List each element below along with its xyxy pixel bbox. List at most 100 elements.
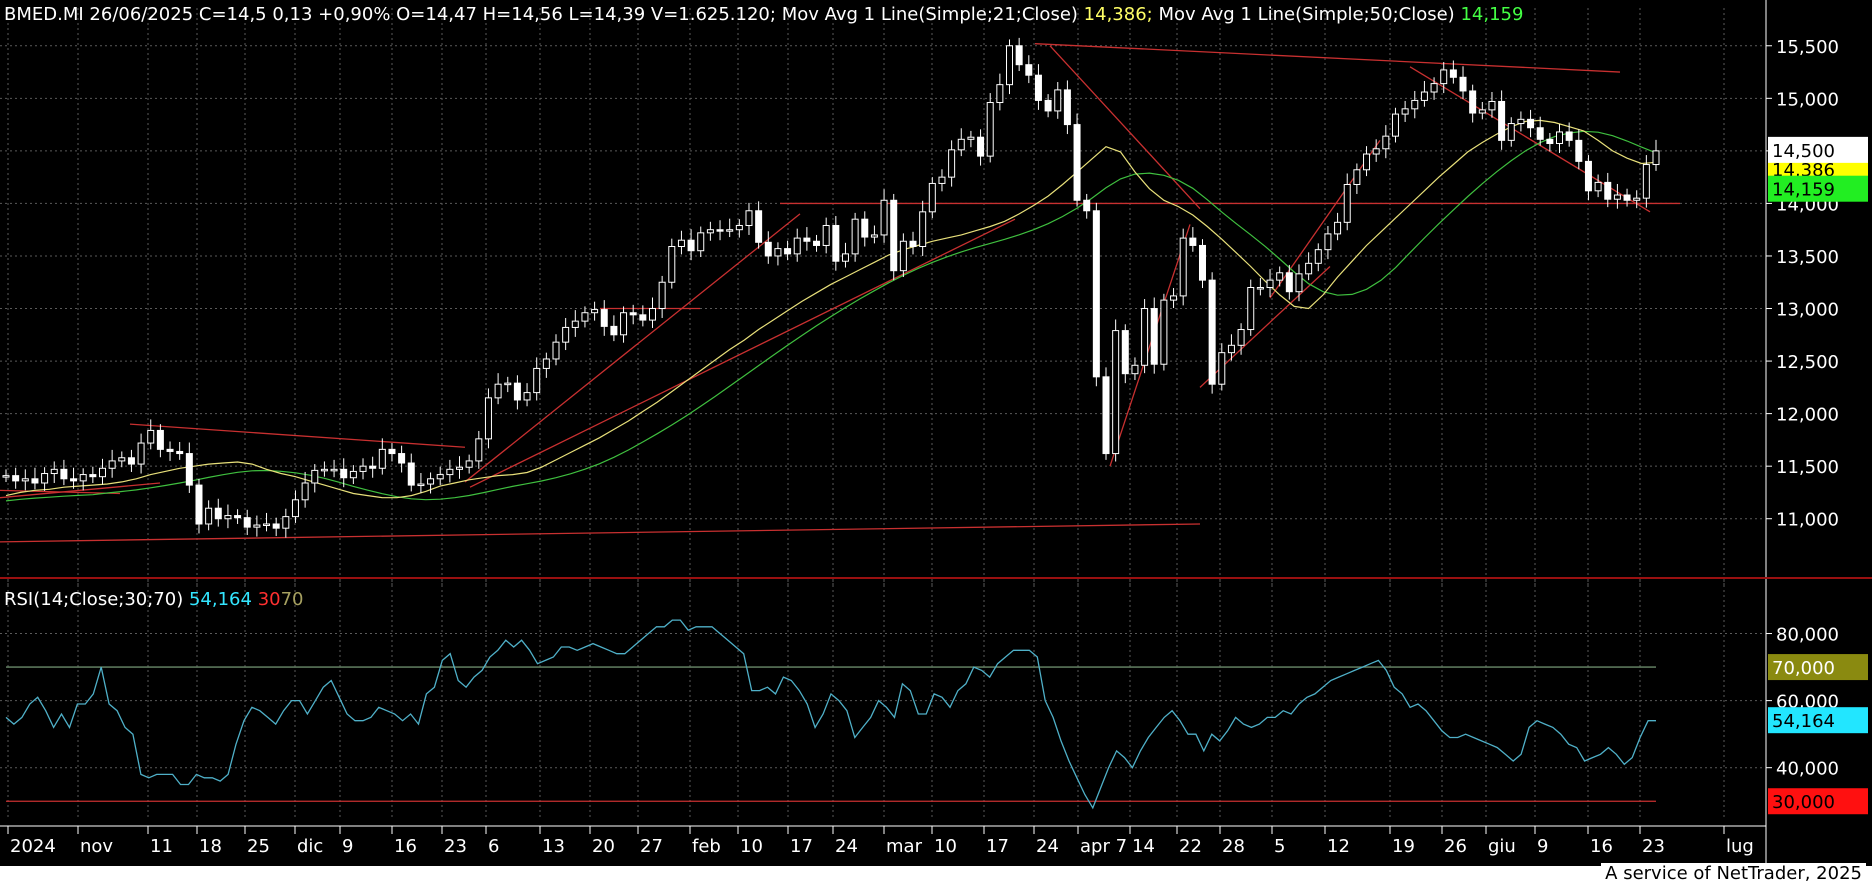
- candle-body: [1652, 150, 1660, 166]
- candle-body: [1227, 344, 1235, 354]
- candle-body: [1498, 100, 1506, 141]
- y-tick-label: 13,000: [1776, 300, 1839, 321]
- candle-body: [320, 468, 328, 472]
- candle-body: [1044, 99, 1052, 112]
- candle-body: [214, 507, 222, 520]
- candle-body: [291, 499, 299, 518]
- candle-body: [1623, 194, 1631, 201]
- footer-bar: [0, 866, 1872, 888]
- y-tick-label: 12,000: [1776, 405, 1839, 426]
- candle-body: [813, 240, 821, 246]
- candle-body: [234, 515, 242, 519]
- candle-body: [195, 484, 203, 525]
- rsi-value: 54,164: [188, 589, 252, 610]
- x-tick-label: 25: [247, 836, 270, 857]
- candle-body: [755, 210, 763, 243]
- trendline: [1049, 45, 1201, 210]
- candle-body: [369, 465, 377, 469]
- x-tick-label: 16: [1590, 836, 1613, 857]
- value-tag-bg: [1768, 788, 1868, 815]
- candle-body: [1449, 69, 1457, 78]
- x-tick-label: 24: [835, 836, 858, 857]
- candle-body: [1112, 330, 1120, 455]
- ma50-series: [5, 130, 1657, 502]
- candle-body: [147, 429, 155, 444]
- candle-body: [1247, 287, 1255, 331]
- x-tick-label: 28: [1222, 836, 1245, 857]
- value-tag-text: 14,386: [1772, 160, 1835, 181]
- candle-body: [1237, 329, 1245, 346]
- x-tick-label: 23: [444, 836, 467, 857]
- x-tick-label: 22: [1179, 836, 1202, 857]
- candle-body: [1391, 113, 1399, 137]
- candle-body: [880, 199, 888, 236]
- x-tick-label: 10: [740, 836, 763, 857]
- candle-body: [861, 218, 869, 238]
- candle-body: [1015, 45, 1023, 66]
- x-tick-label: 16: [394, 836, 417, 857]
- x-tick-label: 18: [199, 836, 222, 857]
- candle-body: [706, 229, 714, 234]
- header-ma50-value: 14,159: [1460, 4, 1524, 25]
- rsi-line: [5, 619, 1656, 810]
- candle-body: [1517, 118, 1525, 125]
- candle-body: [484, 397, 492, 440]
- x-tick-label: 20: [592, 836, 615, 857]
- candle-body: [697, 232, 705, 252]
- candle-body: [1372, 148, 1380, 155]
- candle-body: [716, 229, 724, 232]
- candle-body: [60, 468, 68, 480]
- ma21-line: [5, 119, 1657, 499]
- trendline: [0, 482, 161, 499]
- trendline: [1109, 224, 1191, 467]
- candle-body: [533, 367, 541, 394]
- candle-body: [494, 383, 502, 399]
- y-tick-label: 15,000: [1776, 89, 1839, 110]
- credit-text: A service of NetTrader, 2025: [1601, 863, 1866, 884]
- candle-body: [185, 453, 193, 486]
- candle-body: [1536, 127, 1544, 140]
- candle-body: [977, 136, 985, 157]
- x-tick-label: 14: [1132, 836, 1155, 857]
- candle-body: [996, 84, 1004, 104]
- candle-body: [523, 392, 531, 401]
- candle-body: [176, 450, 184, 455]
- header-ohlc: C=14,5 0,13 +0,90% O=14,47 H=14,56 L=14,…: [198, 4, 776, 25]
- candle-body: [784, 248, 792, 255]
- candle-body: [1295, 273, 1303, 293]
- trendline: [1034, 43, 1621, 73]
- candle-body: [118, 457, 126, 462]
- candle-body: [581, 312, 589, 322]
- candle-body: [919, 211, 927, 248]
- candle-body: [928, 182, 936, 213]
- candle-body: [1121, 330, 1129, 375]
- candle-body: [1276, 272, 1284, 281]
- candle-body: [1006, 45, 1014, 86]
- candle-body: [909, 240, 917, 248]
- candle-body: [1575, 139, 1583, 162]
- candle-body: [571, 320, 579, 328]
- x-tick-label: 23: [1642, 836, 1665, 857]
- candle-body: [1025, 64, 1033, 76]
- value-tag-text: 54,164: [1772, 711, 1835, 732]
- ma50-line: [5, 130, 1657, 502]
- candle-body: [1382, 135, 1390, 150]
- y-tick-label: 13,500: [1776, 247, 1839, 268]
- candle-body: [870, 234, 878, 238]
- candle-body: [552, 341, 560, 360]
- candle-body: [677, 239, 685, 248]
- candle-body: [726, 229, 734, 232]
- value-tag-text: 14,159: [1772, 180, 1835, 201]
- candle-body: [417, 483, 425, 487]
- x-tick-label: 9: [342, 836, 353, 857]
- candle-body: [1141, 308, 1149, 366]
- candle-body: [793, 237, 801, 255]
- candle-body: [41, 473, 49, 484]
- candle-body: [1469, 90, 1477, 114]
- candle-body: [465, 460, 473, 468]
- value-tag-text: 14,500: [1772, 141, 1835, 162]
- candle-body: [658, 281, 666, 310]
- value-tag-text: 70,000: [1772, 658, 1835, 679]
- trendline: [464, 213, 801, 483]
- candle-body: [398, 453, 406, 464]
